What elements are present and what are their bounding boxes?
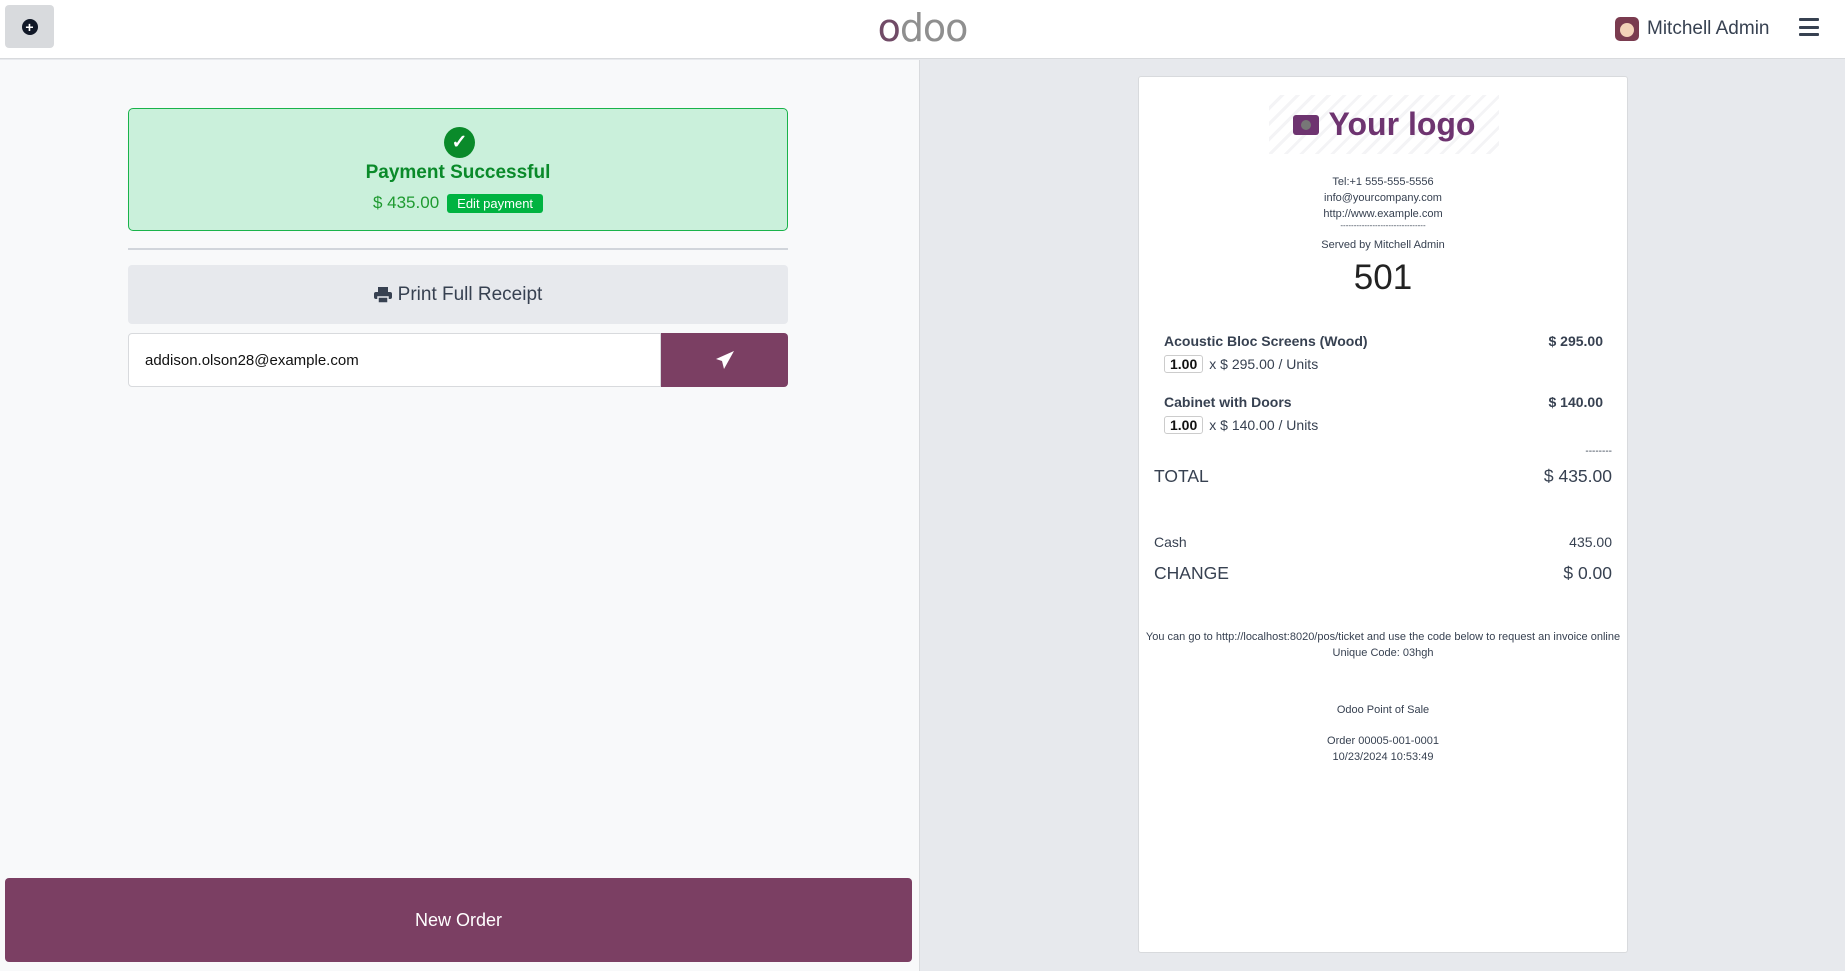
payment-status: Payment Successful — [365, 162, 551, 183]
receipt-email: info@yourcompany.com — [1324, 192, 1442, 204]
line-price: $ 295.00 — [1548, 333, 1604, 349]
line-unit: x $ 140.00 / Units — [1209, 417, 1319, 433]
payment-amount: $ 435.00 — [372, 193, 440, 212]
print-receipt-label: Print Full Receipt — [397, 283, 543, 305]
avatar — [1615, 17, 1639, 41]
change-amount: $ 0.00 — [1563, 563, 1612, 583]
new-order-large-button[interactable]: New Order — [5, 878, 912, 962]
top-bar: + odoo Mitchell Admin — [0, 0, 1845, 59]
divider — [128, 248, 788, 250]
line-qty: 1.00 — [1164, 416, 1204, 434]
new-order-button[interactable]: + — [5, 5, 54, 48]
company-logo: Your logo — [1269, 95, 1499, 154]
line-price: $ 140.00 — [1548, 394, 1604, 410]
order-reference: Order 00005-001-0001 — [1327, 735, 1439, 747]
line-name: Acoustic Bloc Screens (Wood) — [1164, 333, 1368, 349]
receipt-footer: Odoo Point of Sale — [1336, 704, 1430, 716]
printer-icon — [373, 286, 392, 303]
order-date: 10/23/2024 10:53:49 — [1332, 751, 1434, 763]
line-name: Cabinet with Doors — [1164, 394, 1292, 410]
total-amount: $ 435.00 — [1543, 466, 1612, 486]
check-circle-icon: ✓ — [444, 127, 475, 158]
receipt-separator: -------------------------------- — [1340, 221, 1426, 230]
total-separator: -------- — [1585, 446, 1612, 457]
receipt: Your logo Tel:+1 555-555-5556 info@yourc… — [1138, 76, 1628, 953]
served-by: Served by Mitchell Admin — [1321, 239, 1445, 251]
change-label: CHANGE — [1154, 563, 1229, 583]
user-menu[interactable]: Mitchell Admin — [1615, 17, 1770, 41]
total-label: TOTAL — [1154, 466, 1209, 486]
edit-payment-button[interactable]: Edit payment — [447, 193, 544, 213]
odoo-logo: odoo — [877, 6, 969, 50]
plus-circle-icon: + — [21, 18, 38, 35]
paper-plane-icon — [715, 351, 734, 369]
line-qty: 1.00 — [1164, 355, 1204, 373]
print-receipt-button[interactable]: Print Full Receipt — [128, 265, 788, 324]
payment-method: Cash — [1154, 534, 1187, 550]
payment-success-box: ✓ Payment Successful $ 435.00 Edit payme… — [128, 108, 788, 231]
send-email-button[interactable] — [661, 333, 788, 387]
order-number: 501 — [1353, 258, 1413, 297]
payment-method-amount: 435.00 — [1569, 534, 1612, 550]
user-name: Mitchell Admin — [1647, 18, 1770, 39]
invoice-note: You can go to http://localhost:8020/pos/… — [1145, 631, 1621, 643]
payment-panel: ✓ Payment Successful $ 435.00 Edit payme… — [0, 60, 920, 971]
email-input[interactable] — [128, 333, 661, 387]
unique-code: Unique Code: 03hgh — [1332, 647, 1434, 659]
receipt-tel: Tel:+1 555-555-5556 — [1332, 176, 1434, 188]
receipt-website: http://www.example.com — [1323, 208, 1443, 220]
hamburger-icon[interactable] — [1799, 18, 1819, 36]
line-unit: x $ 295.00 / Units — [1209, 356, 1319, 372]
camera-icon — [1292, 114, 1319, 135]
